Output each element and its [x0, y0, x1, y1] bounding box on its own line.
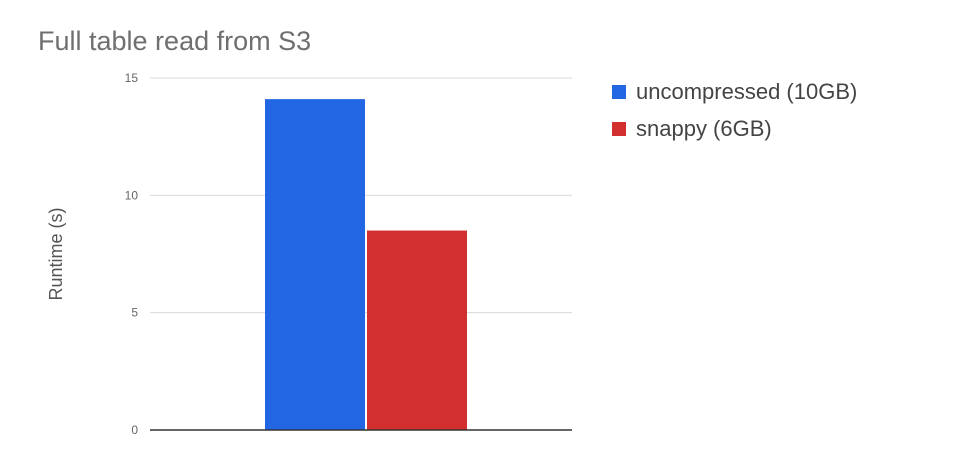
- y-axis-label: Runtime (s): [46, 207, 66, 300]
- y-tick-label-15: 15: [125, 71, 139, 85]
- chart-title: Full table read from S3: [38, 26, 312, 56]
- bar-snappy: [367, 230, 467, 430]
- legend-swatch-uncompressed: [612, 85, 626, 99]
- legend-item-snappy: snappy (6GB): [612, 115, 857, 143]
- legend-label-uncompressed: uncompressed (10GB): [636, 79, 858, 104]
- legend-swatch-snappy: [612, 122, 626, 136]
- y-tick-label-0: 0: [131, 423, 138, 437]
- y-tick-label-5: 5: [131, 306, 138, 320]
- legend-item-uncompressed: uncompressed (10GB): [612, 78, 857, 106]
- legend: uncompressed (10GB) snappy (6GB): [612, 78, 857, 152]
- legend-label-snappy: snappy (6GB): [636, 116, 772, 141]
- bar-uncompressed: [265, 99, 365, 431]
- y-tick-label-10: 10: [125, 188, 139, 202]
